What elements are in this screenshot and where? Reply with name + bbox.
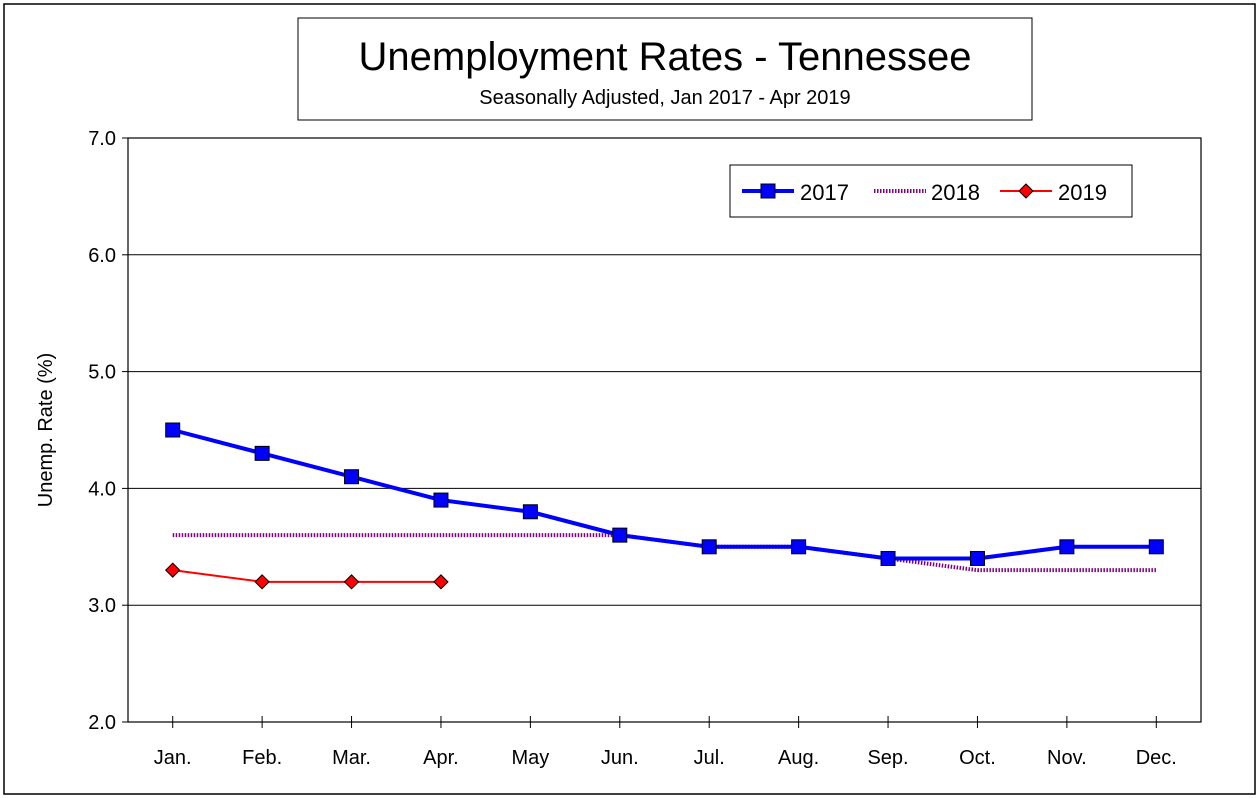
point-2017-Jan. [165,422,181,438]
legend-item-2019: 2019 [1000,180,1107,205]
plot-area [127,137,1202,723]
point-2017-Feb. [254,445,270,461]
legend-box [729,164,1133,218]
title-box: Unemployment Rates - Tennessee Seasonall… [297,17,1033,121]
y-tick-label: 3.0 [88,595,116,617]
y-tick-label: 5.0 [88,362,116,384]
legend-item-2017: 2017 [742,180,849,205]
point-2017-Aug. [791,539,807,555]
series-2017 [165,422,1164,566]
x-tick-label: Nov. [1047,747,1087,769]
point-2017-Sep. [880,550,896,566]
legend-label-2017: 2017 [800,180,849,205]
point-2019-Apr. [433,574,449,590]
point-2017-May [522,504,538,520]
point-2017-Mar. [344,469,360,485]
x-tick-label: Sep. [867,747,908,769]
x-tick-label: Apr. [423,747,459,769]
x-tick-label: Jan. [154,747,192,769]
y-tick-label: 4.0 [88,478,116,500]
x-tick-label: Aug. [778,747,819,769]
point-2019-Jan. [165,562,181,578]
x-axis-ticks: Jan. Feb. Mar. Apr. May Jun. Jul. Aug. Sep. Oct. N… [154,716,1177,769]
x-tick-label: Dec. [1136,747,1177,769]
legend: 2017 2018 2019 [729,164,1133,218]
x-tick-label: Jun. [601,747,639,769]
series-line-2019 [172,569,441,583]
x-tick-label: Mar. [332,747,371,769]
gridlines [128,254,1201,606]
y-axis-label: Unemp. Rate (%) [35,353,57,508]
point-2017-Jun. [612,527,628,543]
point-2017-Dec. [1148,539,1164,555]
x-tick-label: Oct. [959,747,996,769]
point-2017-Oct. [969,550,985,566]
point-2019-Mar. [343,574,360,590]
series-line-2017 [172,428,1157,561]
series-2019 [165,562,449,590]
x-tick-label: Feb. [242,747,282,769]
x-tick-label: Jul. [694,747,725,769]
y-axis-ticks: 2.0 3.0 4.0 5.0 6.0 7.0 [88,128,128,734]
y-tick-label: 2.0 [88,712,116,734]
legend-marker-diamond [1018,183,1034,199]
legend-item-2018: 2018 [874,180,980,205]
x-tick-label: May [511,747,549,769]
chart-title: Unemployment Rates - Tennessee [359,35,972,79]
legend-marker-square [760,183,776,199]
point-2017-Nov. [1059,539,1075,555]
point-2017-Apr. [433,492,449,508]
point-2017-Jul. [701,539,717,555]
y-tick-label: 7.0 [88,128,116,150]
legend-label-2018: 2018 [931,180,980,205]
legend-label-2019: 2019 [1058,180,1107,205]
chart-subtitle: Seasonally Adjusted, Jan 2017 - Apr 2019 [479,87,850,109]
point-2019-Feb. [254,574,270,590]
series-layer [165,422,1164,590]
y-tick-label: 6.0 [88,245,116,267]
